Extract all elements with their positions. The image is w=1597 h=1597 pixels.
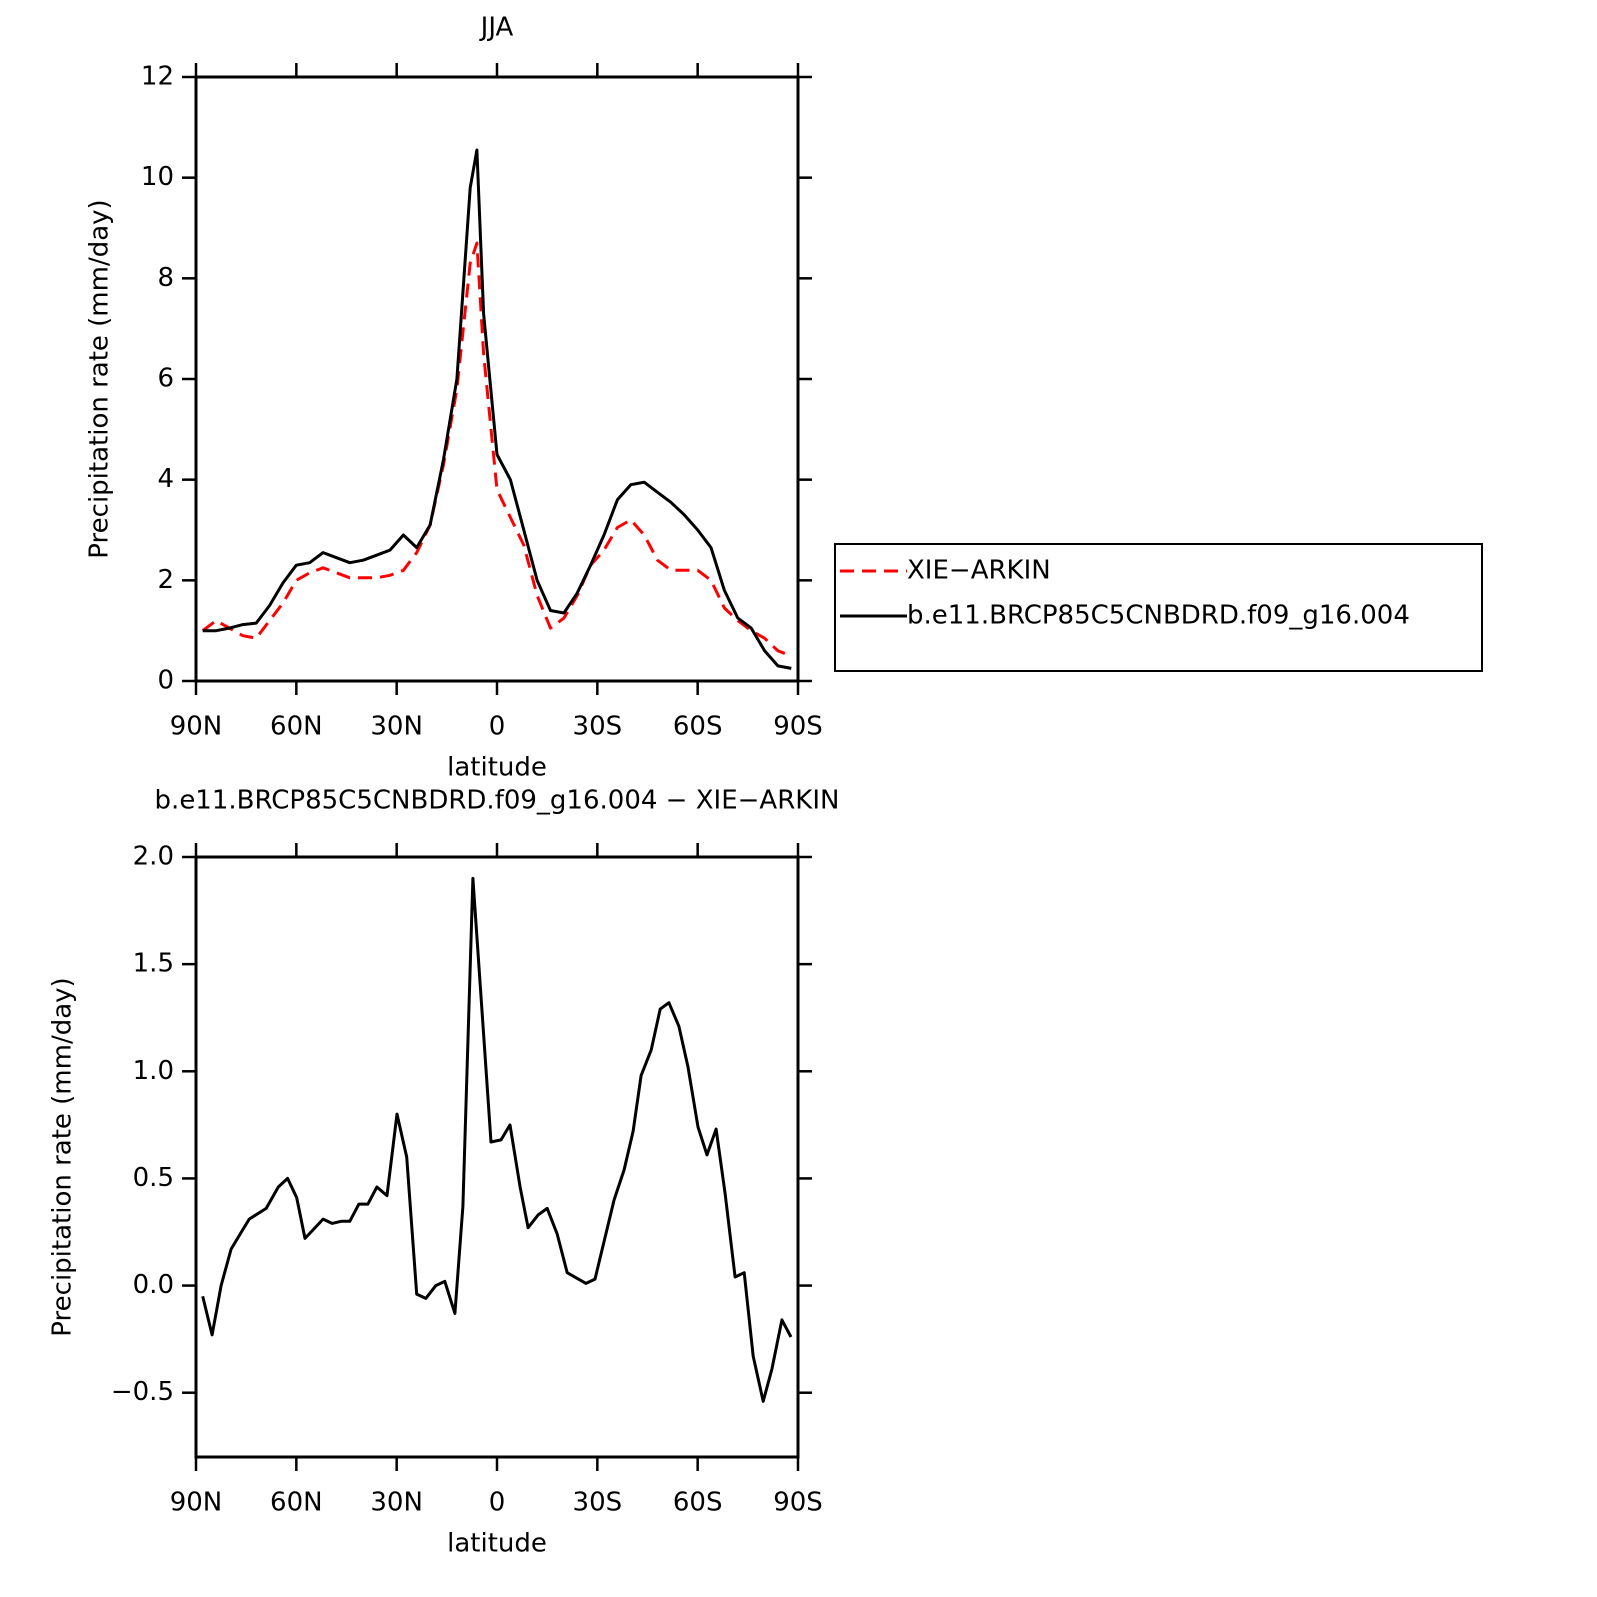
data-line	[201, 876, 793, 1403]
x-tick-label: 30S	[573, 712, 623, 742]
data-line	[202, 148, 792, 670]
legend-label: XIE−ARKIN	[907, 556, 1051, 586]
x-tick-label: 0	[489, 712, 506, 742]
y-tick-label: 4	[157, 464, 174, 494]
x-tick-label: 60S	[673, 1488, 723, 1518]
data-line	[201, 241, 792, 658]
chart-title: b.e11.BRCP85C5CNBDRD.f09_g16.004 − XIE−A…	[155, 786, 840, 816]
x-tick-label: 60S	[673, 712, 723, 742]
x-tick-label: 30S	[573, 1488, 623, 1518]
y-axis-label: Precipitation rate (mm/day)	[48, 977, 78, 1336]
y-tick-label: 2.0	[133, 842, 174, 872]
x-tick-label: 30N	[370, 1488, 423, 1518]
x-tick-label: 90S	[773, 1488, 823, 1518]
x-tick-label: 90N	[170, 1488, 223, 1518]
x-tick-label: 60N	[270, 1488, 323, 1518]
y-tick-label: 1.0	[133, 1056, 174, 1086]
x-tick-label: 90N	[170, 712, 223, 742]
y-tick-label: 1.5	[133, 949, 174, 979]
y-tick-label: 0	[157, 666, 174, 696]
x-tick-label: 30N	[370, 712, 423, 742]
legend-label: b.e11.BRCP85C5CNBDRD.f09_g16.004	[907, 601, 1410, 631]
plot-frame	[194, 855, 800, 1459]
legend-box	[834, 543, 1483, 672]
y-tick-label: 10	[141, 162, 174, 192]
x-axis-label: latitude	[447, 1529, 547, 1559]
y-tick-label: 2	[157, 565, 174, 595]
x-tick-label: 60N	[270, 712, 323, 742]
y-axis-label: Precipitation rate (mm/day)	[85, 199, 115, 558]
x-tick-label: 90S	[773, 712, 823, 742]
y-tick-label: 0.0	[133, 1270, 174, 1300]
chart-title: JJA	[479, 13, 514, 43]
y-tick-label: 0.5	[133, 1163, 174, 1193]
x-axis-label: latitude	[447, 753, 547, 783]
x-tick-label: 0	[489, 1488, 506, 1518]
y-tick-label: 6	[157, 364, 174, 394]
y-tick-label: 8	[157, 263, 174, 293]
plot-frame	[194, 75, 800, 683]
y-tick-label: −0.5	[111, 1377, 174, 1407]
y-tick-label: 12	[141, 62, 174, 92]
